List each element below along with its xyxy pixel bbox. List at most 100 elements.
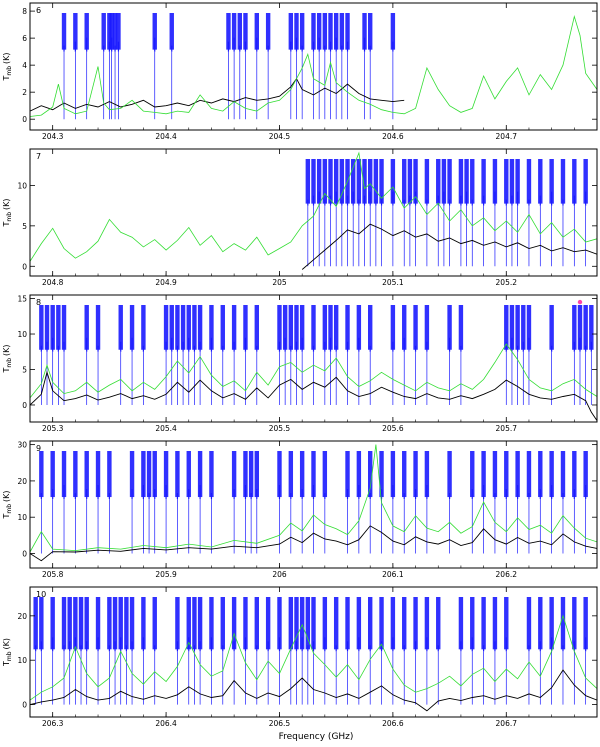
line-label-stack [311, 597, 316, 650]
line-label-stack [152, 597, 157, 650]
y-axis-label: Tmb (K) [2, 52, 13, 81]
x-tick-label: 204.5 [269, 132, 291, 141]
line-label-stack [95, 451, 101, 498]
line-label-stack [39, 597, 44, 650]
line-label-stack [197, 305, 203, 350]
line-label-stack [169, 13, 174, 50]
line-label-stack [305, 159, 311, 204]
line-label-stack [84, 13, 89, 50]
line-label-stack [254, 451, 259, 498]
y-tick-label: 10 [17, 656, 27, 665]
y-tick-label: 10 [17, 513, 27, 522]
x-axis-label: Frequency (GHz) [279, 732, 354, 742]
line-label-stack [33, 597, 38, 650]
line-label-stack [339, 159, 345, 204]
x-tick-label: 205.8 [42, 570, 64, 579]
line-label-stack [441, 159, 447, 204]
y-axis-label-main: T [2, 661, 11, 667]
line-label-stack [549, 305, 554, 350]
panel-9: 205.8 205.9 206 206.1 206.2 0 10 20 30 9 Tmb (K) [2, 440, 598, 579]
line-label-stack [73, 451, 78, 498]
line-label-stack [44, 305, 50, 350]
line-label-stack [175, 305, 180, 350]
line-label-stack [424, 451, 430, 498]
line-label-stack [231, 597, 237, 650]
line-label-stack [322, 597, 328, 650]
line-label-stack [458, 305, 464, 350]
y-tick-label: 15 [17, 295, 27, 304]
line-label-stack [447, 159, 452, 204]
line-label-stack [265, 597, 271, 650]
y-axis-label-sub: mb [6, 66, 13, 76]
line-label-stack [175, 597, 180, 650]
line-label-stack [95, 597, 101, 650]
y-axis-label-unit: (K) [2, 52, 11, 64]
line-label-stack [345, 597, 350, 650]
x-tick-label: 205.1 [382, 278, 404, 287]
line-label-stack [231, 13, 237, 50]
line-label-stack [112, 13, 118, 50]
line-label-stack [299, 451, 305, 498]
x-tick-label: 206.3 [42, 719, 64, 728]
y-axis-label-sub: mb [6, 504, 13, 514]
model-spectrum [30, 444, 597, 553]
y-axis-label-sub: mb [6, 212, 13, 222]
line-label-stack [118, 597, 123, 650]
y-axis-label-unit: (K) [2, 490, 11, 502]
y-tick-label: 6 [22, 34, 27, 43]
line-label-stack [84, 451, 89, 498]
line-label-stack [458, 159, 464, 204]
line-label-stack [192, 305, 197, 350]
line-label-stack [356, 597, 362, 650]
highlight-marker [577, 299, 583, 305]
line-label-stack [549, 159, 554, 204]
line-label-stack [526, 451, 532, 498]
line-label-stack [413, 305, 418, 350]
line-label-stack [356, 305, 362, 350]
line-label-stack [373, 159, 379, 204]
line-label-stack [141, 305, 146, 350]
line-label-stack [521, 305, 526, 350]
line-label-stack [73, 597, 78, 650]
y-tick-label: 10 [17, 330, 27, 339]
y-tick-label: 0 [22, 549, 27, 558]
line-label-stack [322, 451, 328, 498]
line-label-stack [328, 13, 333, 50]
line-label-stack [288, 13, 294, 50]
line-label-stack [118, 305, 123, 350]
x-tick-label: 206.1 [382, 570, 404, 579]
y-tick-label: 20 [17, 612, 27, 621]
y-tick-label: 5 [22, 365, 27, 374]
observed-spectrum [30, 370, 597, 421]
line-label-stack [390, 159, 396, 204]
line-label-stack [288, 305, 294, 350]
line-label-stack [294, 597, 299, 650]
line-label-stack [572, 597, 577, 650]
line-label-stack [84, 597, 89, 650]
line-label-stack [390, 597, 396, 650]
line-label-stack [492, 451, 498, 498]
line-label-stack [515, 305, 520, 350]
line-label-stack [322, 305, 328, 350]
y-axis-label-main: T [2, 222, 11, 228]
line-label-stack [129, 305, 135, 350]
line-label-stack [424, 597, 430, 650]
line-label-stack [436, 597, 441, 650]
line-label-stack [209, 305, 214, 350]
line-label-stack [333, 305, 339, 350]
line-label-stack [368, 13, 373, 50]
line-markers-9 [39, 451, 588, 554]
model-spectrum [30, 343, 597, 399]
line-label-stack [243, 13, 248, 50]
line-label-stack [243, 451, 248, 498]
x-tick-label: 204.3 [42, 132, 64, 141]
y-axis-label: Tmb (K) [2, 490, 13, 519]
line-label-stack [572, 451, 577, 498]
line-label-stack [209, 451, 214, 498]
line-label-stack [362, 159, 367, 204]
x-tick-label: 206.7 [496, 719, 518, 728]
y-axis-label: Tmb (K) [2, 344, 13, 373]
x-tick-label: 204.8 [42, 278, 64, 287]
line-label-stack [294, 305, 299, 350]
line-label-stack [282, 305, 288, 350]
